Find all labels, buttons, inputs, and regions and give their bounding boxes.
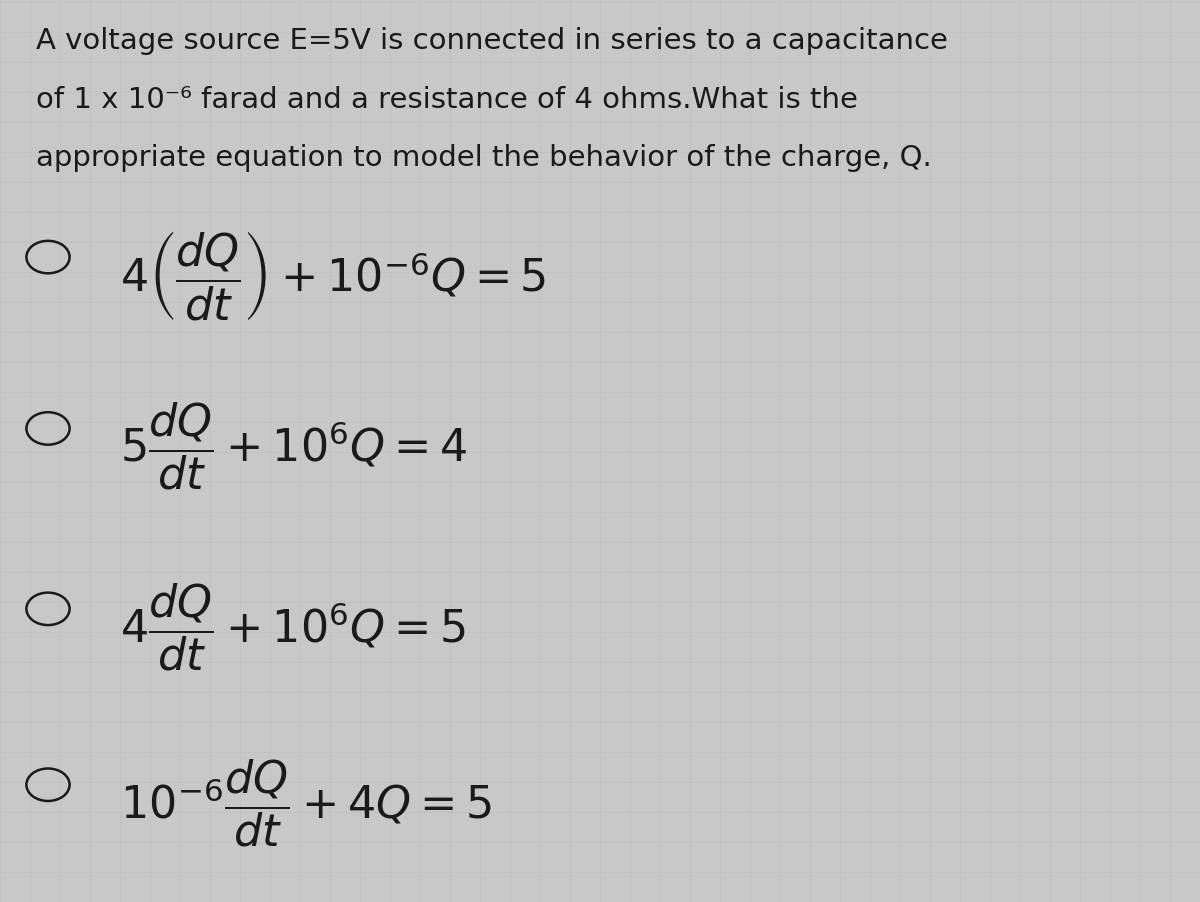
Text: $5\dfrac{dQ}{dt} + 10^{6}Q = 4$: $5\dfrac{dQ}{dt} + 10^{6}Q = 4$ <box>120 400 467 492</box>
Text: appropriate equation to model the behavior of the charge, Q.: appropriate equation to model the behavi… <box>36 144 931 172</box>
Text: A voltage source E=5V is connected in series to a capacitance: A voltage source E=5V is connected in se… <box>36 27 948 55</box>
Text: $4\left(\dfrac{dQ}{dt}\right) + 10^{-6}Q = 5$: $4\left(\dfrac{dQ}{dt}\right) + 10^{-6}Q… <box>120 228 546 322</box>
Text: $10^{-6}\dfrac{dQ}{dt} + 4Q = 5$: $10^{-6}\dfrac{dQ}{dt} + 4Q = 5$ <box>120 757 492 849</box>
Text: $4\dfrac{dQ}{dt} + 10^{6}Q = 5$: $4\dfrac{dQ}{dt} + 10^{6}Q = 5$ <box>120 581 466 673</box>
Text: of 1 x 10⁻⁶ farad and a resistance of 4 ohms.What is the: of 1 x 10⁻⁶ farad and a resistance of 4 … <box>36 86 858 114</box>
